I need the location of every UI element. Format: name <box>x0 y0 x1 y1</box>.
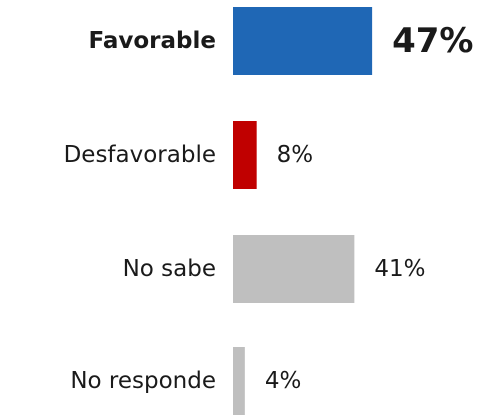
category-label: No responde <box>70 368 216 394</box>
value-label: 8% <box>277 142 314 168</box>
category-label: Desfavorable <box>64 142 216 168</box>
category-label: No sabe <box>123 256 216 282</box>
value-label: 41% <box>374 256 425 282</box>
bar-no-responde <box>233 347 245 415</box>
category-label: Favorable <box>89 28 217 54</box>
bar-no-sabe <box>233 235 355 303</box>
bar-desfavorable <box>233 121 257 189</box>
bar-favorable <box>233 7 373 75</box>
value-label: 47% <box>392 21 473 61</box>
value-label: 4% <box>265 368 302 394</box>
